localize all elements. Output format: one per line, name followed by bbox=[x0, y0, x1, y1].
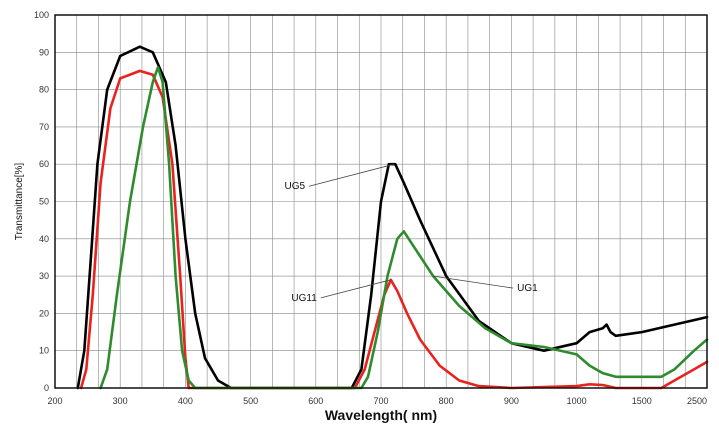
annotation-label: UG11 bbox=[291, 293, 317, 304]
annotation-leader bbox=[308, 163, 395, 187]
x-tick-label: 500 bbox=[243, 396, 258, 406]
x-tick-label: 200 bbox=[47, 396, 62, 406]
y-tick-label: 20 bbox=[39, 308, 49, 318]
y-tick-label: 30 bbox=[39, 271, 49, 281]
x-tick-label: 1000 bbox=[567, 396, 587, 406]
y-tick-label: 0 bbox=[44, 383, 49, 393]
series-line-ug5 bbox=[76, 45, 709, 390]
annotations: UG5 UG1 UG11 bbox=[284, 163, 538, 304]
x-tick-label: 900 bbox=[504, 396, 519, 406]
x-tick-label: 800 bbox=[439, 396, 454, 406]
y-tick-label: 90 bbox=[39, 47, 49, 57]
x-tick-labels: 200 300 400 500 600 700 800 900 1000 1500 2500 bbox=[47, 396, 707, 406]
x-tick-label: 2500 bbox=[687, 396, 707, 406]
y-axis-title: Transmittance[%] bbox=[14, 163, 25, 241]
y-tick-labels: 0 10 20 30 40 50 60 70 80 90 100 bbox=[34, 10, 49, 393]
x-tick-label: 1500 bbox=[632, 396, 652, 406]
y-tick-label: 10 bbox=[39, 346, 49, 356]
x-tick-label: 400 bbox=[178, 396, 193, 406]
y-tick-label: 40 bbox=[39, 234, 49, 244]
x-tick-label: 700 bbox=[373, 396, 388, 406]
plot-frame bbox=[54, 14, 708, 389]
x-axis-title: Wavelength( nm) bbox=[325, 407, 437, 423]
y-tick-label: 60 bbox=[39, 159, 49, 169]
annotation-label: UG5 bbox=[284, 181, 305, 192]
annotation-leader bbox=[433, 275, 514, 289]
y-tick-label: 80 bbox=[39, 85, 49, 95]
annotation-label: UG1 bbox=[517, 283, 538, 294]
annotation-leader bbox=[320, 279, 391, 299]
y-tick-label: 100 bbox=[34, 10, 49, 20]
x-tick-label: 600 bbox=[308, 396, 323, 406]
series-lines bbox=[76, 45, 709, 390]
y-tick-label: 50 bbox=[39, 197, 49, 207]
y-tick-label: 70 bbox=[39, 122, 49, 132]
series-line-ug11 bbox=[79, 69, 709, 390]
x-tick-label: 300 bbox=[113, 396, 128, 406]
series-line-ug1 bbox=[99, 65, 709, 390]
